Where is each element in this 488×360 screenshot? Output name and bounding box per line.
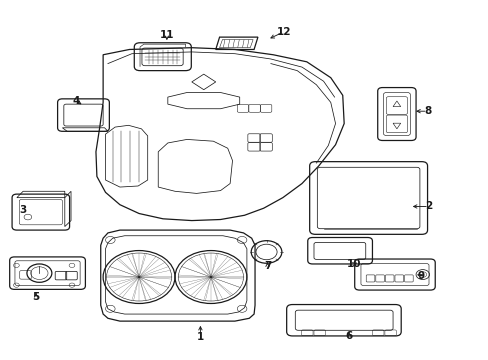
Text: 10: 10 — [346, 259, 360, 269]
Text: 3: 3 — [20, 205, 27, 215]
Text: 11: 11 — [159, 30, 174, 40]
Text: 5: 5 — [32, 292, 40, 302]
Text: 4: 4 — [72, 96, 80, 105]
Text: 1: 1 — [196, 332, 203, 342]
Text: 12: 12 — [276, 27, 290, 37]
Text: 2: 2 — [425, 202, 432, 211]
Text: 6: 6 — [345, 331, 352, 341]
Text: 9: 9 — [416, 271, 424, 281]
Text: 7: 7 — [263, 261, 271, 271]
Text: 8: 8 — [423, 106, 430, 116]
